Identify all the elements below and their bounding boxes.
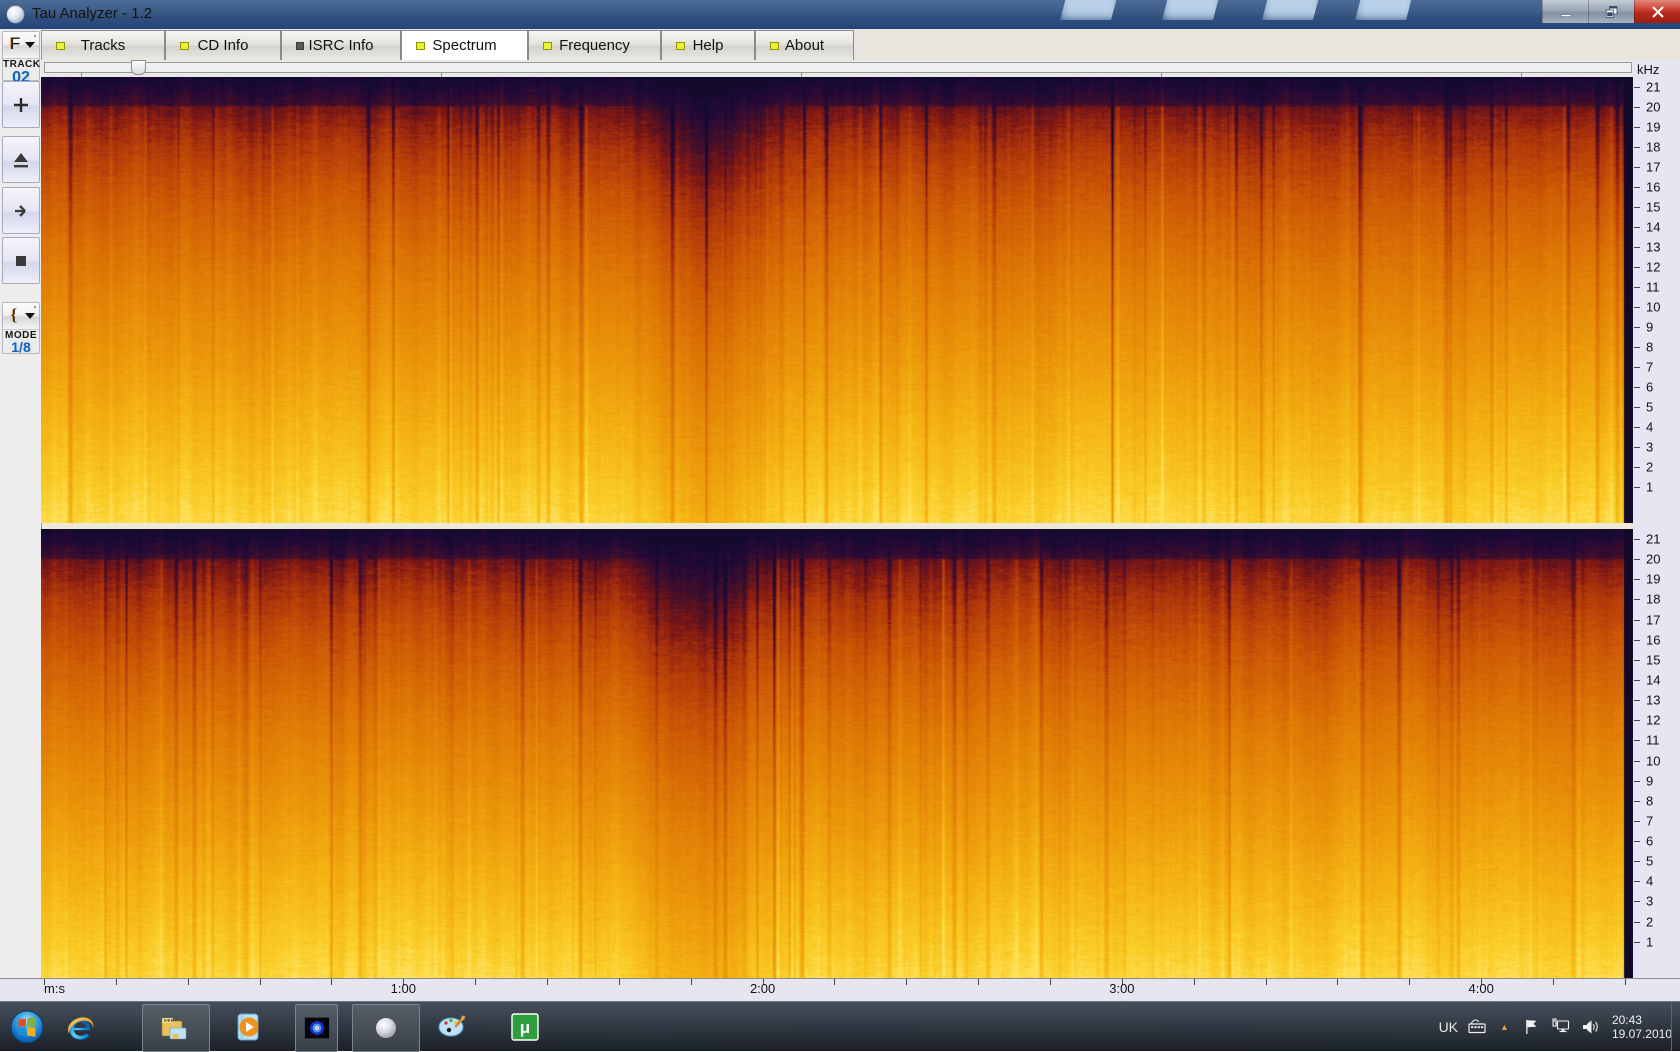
svg-text:μ: μ: [520, 1018, 530, 1037]
